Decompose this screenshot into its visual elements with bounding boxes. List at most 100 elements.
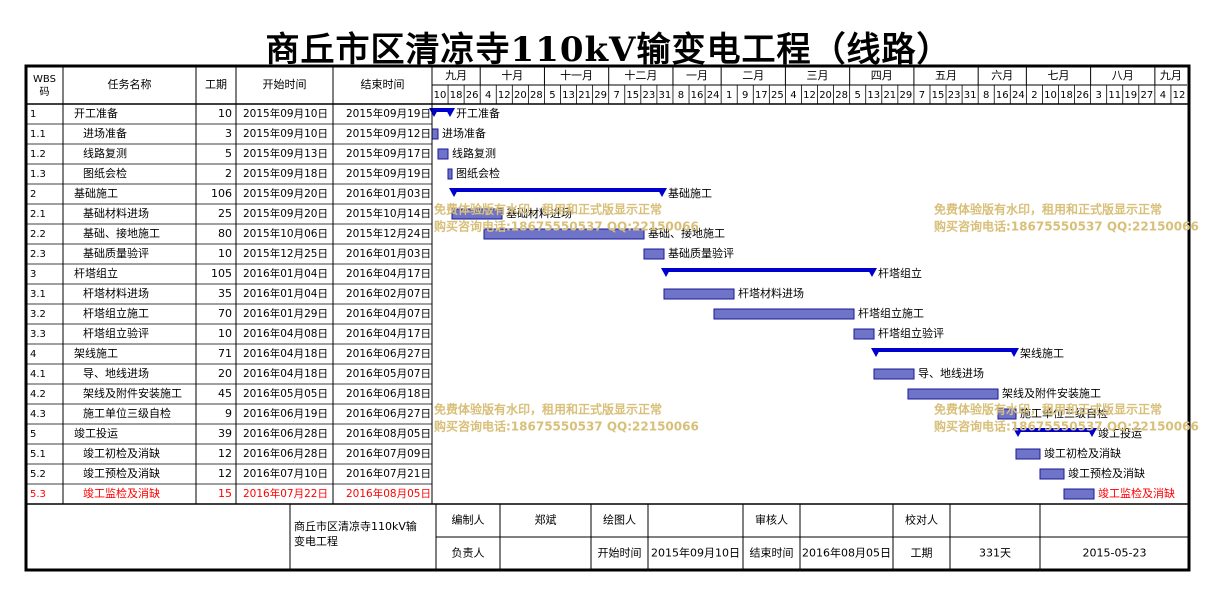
day-tick-label: 12 <box>1173 90 1186 101</box>
summary-bar-right-cap <box>1087 428 1097 437</box>
sheet-frame <box>24 64 1191 572</box>
summary-bar-right-cap <box>867 268 877 277</box>
day-tick-label: 7 <box>919 90 925 101</box>
duration-cell: 39 <box>218 427 232 440</box>
end-cell: 2016年04月17日 <box>346 267 431 280</box>
wbs-cell: 1.1 <box>30 129 46 140</box>
wbs-cell: 4.2 <box>30 389 46 400</box>
header-duration: 工期 <box>205 78 227 91</box>
bar-label: 开工准备 <box>456 106 500 120</box>
month-label: 十月 <box>501 68 523 82</box>
footer-project-name: 商丘市区清凉寺110kV输 <box>294 519 417 533</box>
wbs-cell: 5.3 <box>30 489 46 500</box>
day-tick-label: 19 <box>1124 90 1137 101</box>
start-cell: 2015年09月18日 <box>243 167 328 180</box>
end-cell: 2016年06月27日 <box>346 347 431 360</box>
task-name-cell: 线路复测 <box>83 146 127 160</box>
start-cell: 2015年10月06日 <box>243 227 328 240</box>
task-bar <box>1063 488 1095 500</box>
day-tick-label: 31 <box>964 90 977 101</box>
wbs-cell: 3.1 <box>30 289 46 300</box>
task-bar <box>1039 468 1065 480</box>
month-label: 六月 <box>991 69 1013 82</box>
day-tick-label: 9 <box>742 90 748 101</box>
wbs-cell: 3.2 <box>30 309 46 320</box>
summary-bar-left-cap <box>1013 428 1023 437</box>
start-cell: 2015年09月10日 <box>243 107 328 120</box>
task-bar <box>853 328 875 340</box>
day-tick-label: 21 <box>883 90 896 101</box>
task-bar <box>907 388 999 400</box>
day-tick-label: 12 <box>498 90 511 101</box>
start-cell: 2015年09月10日 <box>243 127 328 140</box>
wbs-cell: 2 <box>30 189 36 200</box>
duration-cell: 71 <box>218 347 232 360</box>
end-cell: 2015年09月19日 <box>346 167 431 180</box>
footer-start-label: 开始时间 <box>598 546 642 560</box>
task-name-cell: 图纸会检 <box>83 166 127 180</box>
day-tick-label: 17 <box>755 90 768 101</box>
start-cell: 2015年09月13日 <box>243 147 328 160</box>
wbs-cell: 5 <box>30 429 36 440</box>
wbs-cell: 4.3 <box>30 409 46 420</box>
task-bar <box>437 148 449 160</box>
start-cell: 2015年09月20日 <box>243 207 328 220</box>
wbs-cell: 5.1 <box>30 449 46 460</box>
footer-editor: 郑斌 <box>535 513 557 527</box>
start-cell: 2016年04月08日 <box>243 327 328 340</box>
end-cell: 2016年01月03日 <box>346 187 431 200</box>
day-tick-label: 20 <box>514 90 527 101</box>
month-label: 九月 <box>445 69 467 82</box>
day-tick-label: 25 <box>771 90 784 101</box>
task-name-cell: 开工准备 <box>74 106 118 120</box>
day-tick-label: 16 <box>996 90 1009 101</box>
page-title: 商丘市区清凉寺110kV输变电工程（线路） <box>265 30 952 70</box>
summary-bar <box>432 108 452 112</box>
day-tick-label: 10 <box>434 90 447 101</box>
task-name-cell: 架线施工 <box>74 346 118 360</box>
day-tick-label: 28 <box>530 90 543 101</box>
start-cell: 2016年06月28日 <box>243 447 328 460</box>
task-bar <box>483 228 645 240</box>
header-start: 开始时间 <box>263 77 307 91</box>
day-tick-label: 5 <box>855 90 861 101</box>
start-cell: 2016年01月29日 <box>243 307 328 320</box>
end-cell: 2015年09月17日 <box>346 147 431 160</box>
start-cell: 2016年07月22日 <box>243 487 328 500</box>
end-cell: 2016年06月18日 <box>346 387 431 400</box>
watermark-text: 免费体验版有水印，租用和正式版显示正常 <box>934 402 1162 417</box>
duration-cell: 10 <box>218 247 232 260</box>
day-tick-label: 21 <box>578 90 591 101</box>
bar-label: 基础材料进场 <box>506 206 572 220</box>
end-cell: 2016年02月07日 <box>346 287 431 300</box>
watermark-text: 购买咨询电话:18675550537 QQ:22150066 <box>934 219 1199 234</box>
task-bar <box>451 208 503 220</box>
bar-label: 进场准备 <box>442 126 486 140</box>
end-cell: 2015年09月19日 <box>346 107 431 120</box>
bar-label: 杆塔组立施工 <box>858 306 924 320</box>
day-tick-label: 10 <box>1044 90 1057 101</box>
bar-label: 竣工预检及消缺 <box>1068 466 1145 480</box>
day-tick-label: 16 <box>691 90 704 101</box>
watermark-text: 免费体验版有水印，租用和正式版显示正常 <box>434 202 662 217</box>
task-name-cell: 杆塔组立 <box>74 266 118 280</box>
wbs-cell: 2.2 <box>30 229 46 240</box>
duration-cell: 10 <box>218 327 232 340</box>
day-tick-label: 15 <box>626 90 639 101</box>
start-cell: 2016年07月10日 <box>243 467 328 480</box>
duration-cell: 12 <box>218 447 232 460</box>
task-name-cell: 施工单位三级自检 <box>83 406 171 420</box>
task-name-cell: 杆塔组立施工 <box>83 306 149 320</box>
footer-start: 2015年09月10日 <box>651 546 740 560</box>
summary-bar <box>452 188 664 192</box>
month-label: 七月 <box>1047 69 1069 82</box>
bar-label: 架线施工 <box>1020 346 1064 360</box>
duration-cell: 106 <box>211 187 232 200</box>
start-cell: 2016年01月04日 <box>243 267 328 280</box>
day-tick-label: 8 <box>678 90 684 101</box>
footer-project-name: 变电工程 <box>294 534 338 548</box>
task-bar <box>713 308 855 320</box>
duration-cell: 25 <box>218 207 232 220</box>
day-tick-label: 27 <box>1140 90 1153 101</box>
footer-drafter-label: 绘图人 <box>603 513 636 527</box>
